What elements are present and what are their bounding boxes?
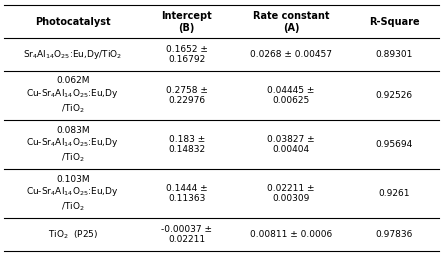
Text: 0.9261: 0.9261	[378, 189, 410, 198]
Text: 0.00811 ± 0.0006: 0.00811 ± 0.0006	[250, 230, 332, 239]
Text: 0.0268 ± 0.00457: 0.0268 ± 0.00457	[250, 50, 332, 59]
Text: R-Square: R-Square	[369, 17, 420, 27]
Text: 0.2758 ±
0.22976: 0.2758 ± 0.22976	[166, 86, 208, 105]
Text: 0.1652 ±
0.16792: 0.1652 ± 0.16792	[166, 45, 208, 64]
Text: 0.97836: 0.97836	[375, 230, 413, 239]
Text: 0.95694: 0.95694	[376, 140, 413, 149]
Text: Intercept
(B): Intercept (B)	[161, 11, 212, 33]
Text: 0.03827 ±
0.00404: 0.03827 ± 0.00404	[267, 135, 315, 154]
Text: Rate constant
(A): Rate constant (A)	[253, 11, 329, 33]
Text: 0.04445 ±
0.00625: 0.04445 ± 0.00625	[267, 86, 315, 105]
Text: 0.083M
Cu-Sr$_4$Al$_{14}$O$_{25}$:Eu,Dy
/TiO$_2$: 0.083M Cu-Sr$_4$Al$_{14}$O$_{25}$:Eu,Dy …	[27, 125, 119, 164]
Text: 0.062M
Cu-Sr$_4$Al$_{14}$O$_{25}$:Eu,Dy
/TiO$_2$: 0.062M Cu-Sr$_4$Al$_{14}$O$_{25}$:Eu,Dy …	[27, 77, 119, 115]
Text: TiO$_2$  (P25): TiO$_2$ (P25)	[48, 228, 98, 241]
Text: -0.00037 ±
0.02211: -0.00037 ± 0.02211	[161, 225, 212, 244]
Text: 0.89301: 0.89301	[375, 50, 413, 59]
Text: 0.1444 ±
0.11363: 0.1444 ± 0.11363	[166, 184, 208, 203]
Text: 0.92526: 0.92526	[376, 91, 412, 100]
Text: 0.183 ±
0.14832: 0.183 ± 0.14832	[168, 135, 206, 154]
Text: 0.02211 ±
0.00309: 0.02211 ± 0.00309	[267, 184, 315, 203]
Text: Photocatalyst: Photocatalyst	[35, 17, 111, 27]
Text: Sr$_4$Al$_{14}$O$_{25}$:Eu,Dy/TiO$_2$: Sr$_4$Al$_{14}$O$_{25}$:Eu,Dy/TiO$_2$	[23, 48, 122, 61]
Text: 0.103M
Cu-Sr$_4$Al$_{14}$O$_{25}$:Eu,Dy
/TiO$_2$: 0.103M Cu-Sr$_4$Al$_{14}$O$_{25}$:Eu,Dy …	[27, 175, 119, 213]
